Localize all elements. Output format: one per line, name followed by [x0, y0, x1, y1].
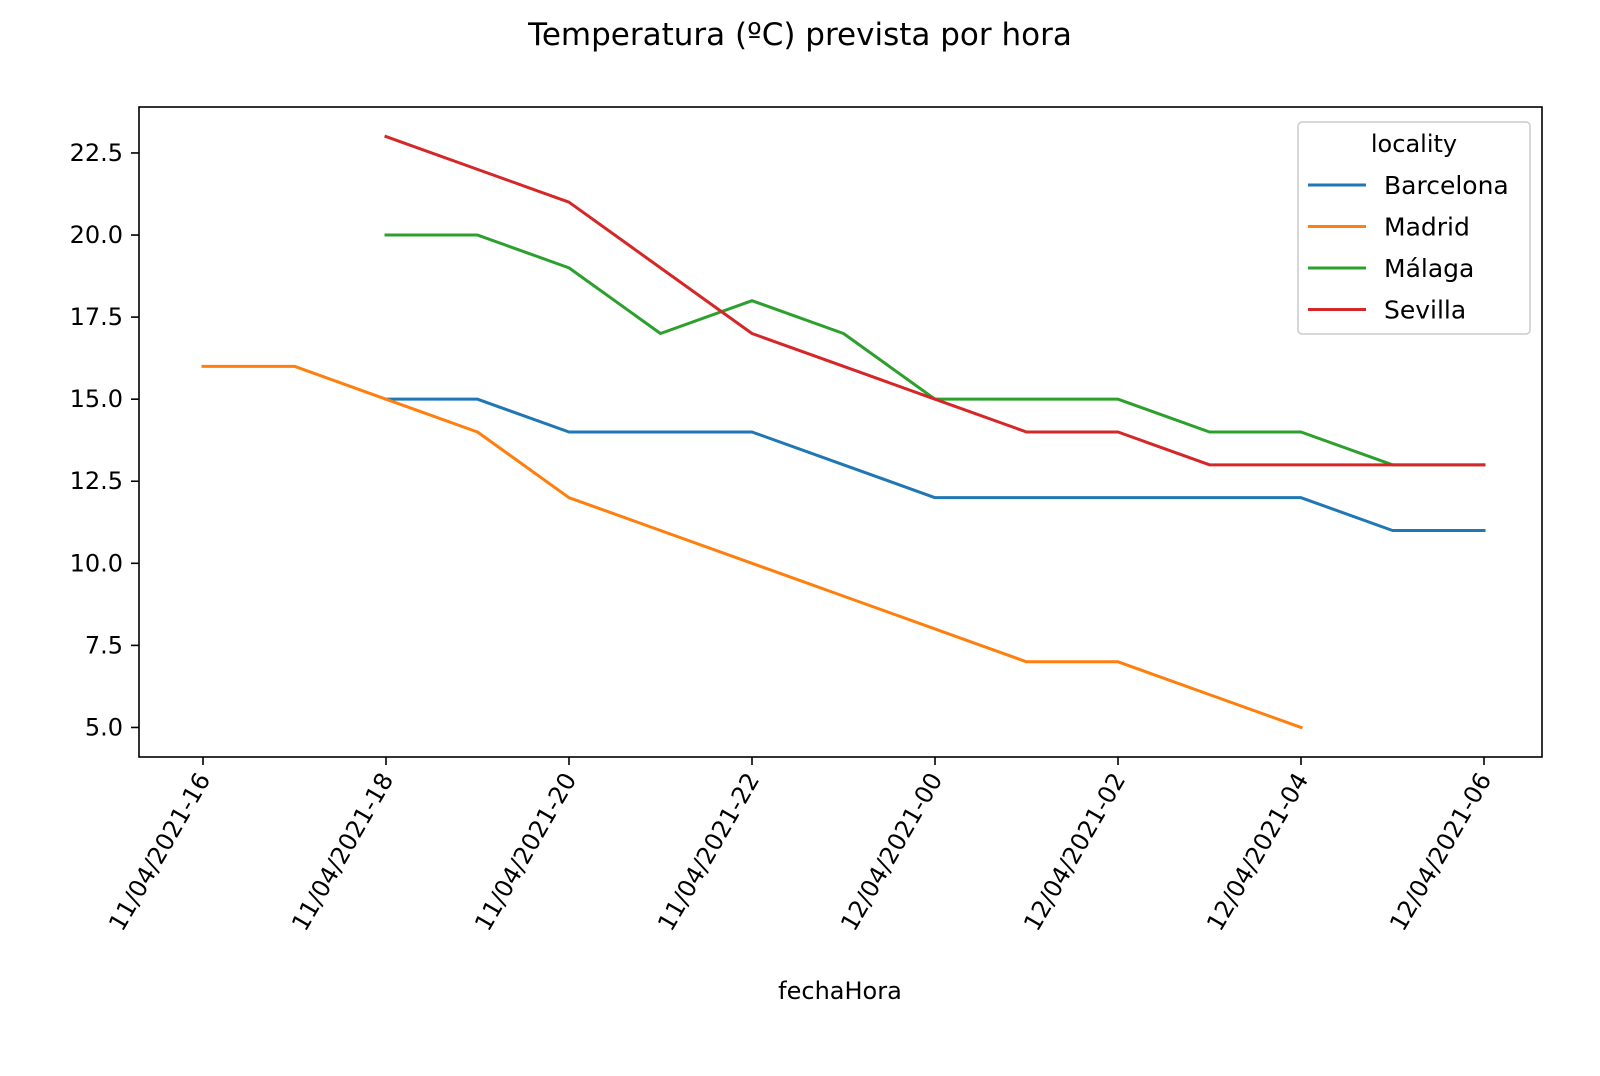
x-axis-label: fechaHora [778, 977, 902, 1005]
y-tick-label: 15.0 [70, 385, 123, 413]
data-point-madrid [1208, 693, 1212, 697]
data-point-barcelona [750, 430, 754, 434]
x-tick-label: 12/04/2021-02 [1018, 768, 1131, 936]
data-point-sevilla [842, 364, 846, 368]
data-point-sevilla [384, 135, 388, 139]
data-point-barcelona [1116, 496, 1120, 500]
data-point-madrid [293, 364, 297, 368]
data-point-malaga [659, 332, 663, 336]
x-tick-label: 11/04/2021-16 [103, 768, 216, 936]
data-point-malaga [384, 233, 388, 237]
y-tick-label: 5.0 [85, 713, 123, 741]
data-point-sevilla [567, 200, 571, 204]
data-point-sevilla [1299, 463, 1303, 467]
data-point-sevilla [1116, 430, 1120, 434]
data-point-madrid [1116, 660, 1120, 664]
data-point-madrid [1299, 725, 1303, 729]
data-point-sevilla [1482, 463, 1486, 467]
legend-label-sevilla: Sevilla [1384, 296, 1466, 325]
y-tick-label: 20.0 [70, 221, 123, 249]
x-tick-label: 11/04/2021-20 [469, 768, 582, 936]
x-tick-label: 12/04/2021-00 [835, 768, 948, 936]
data-point-malaga [1299, 430, 1303, 434]
data-point-sevilla [1391, 463, 1395, 467]
legend: locality Barcelona Madrid Málaga Sevilla [1297, 121, 1531, 335]
data-point-malaga [842, 332, 846, 336]
x-tick-label: 11/04/2021-22 [652, 768, 765, 936]
chart-title: Temperatura (ºC) prevista por hora [527, 17, 1072, 53]
data-point-madrid [933, 627, 937, 631]
data-point-barcelona [933, 496, 937, 500]
data-point-barcelona [659, 430, 663, 434]
y-tick-label: 12.5 [70, 467, 123, 495]
x-tick-label: 12/04/2021-04 [1201, 768, 1314, 936]
data-point-sevilla [659, 266, 663, 270]
data-point-sevilla [750, 332, 754, 336]
data-point-sevilla [476, 167, 480, 171]
data-point-barcelona [1299, 496, 1303, 500]
legend-box [1297, 121, 1531, 335]
data-point-madrid [659, 528, 663, 532]
legend-label-malaga: Málaga [1384, 254, 1474, 283]
data-point-malaga [476, 233, 480, 237]
data-point-malaga [1025, 397, 1029, 401]
data-point-malaga [1208, 430, 1212, 434]
x-axis: 11/04/2021-16 11/04/2021-18 11/04/2021-20 1… [103, 757, 1497, 936]
data-point-madrid [1025, 660, 1029, 664]
data-point-barcelona [567, 430, 571, 434]
legend-label-barcelona: Barcelona [1384, 171, 1509, 200]
data-point-barcelona [476, 397, 480, 401]
legend-entries: Barcelona Madrid Málaga Sevilla [1308, 171, 1509, 325]
series-line-madrid [201, 364, 1303, 730]
data-point-barcelona [1391, 528, 1395, 532]
y-tick-label: 10.0 [70, 549, 123, 577]
series-line-sevilla [384, 134, 1486, 467]
y-tick-label: 22.5 [70, 139, 123, 167]
plot-frame [138, 106, 1543, 758]
series-line-barcelona [384, 397, 1486, 532]
plot-lines [201, 134, 1486, 730]
y-tick-label: 17.5 [70, 303, 123, 331]
x-tick-label: 12/04/2021-06 [1384, 768, 1497, 936]
legend-label-madrid: Madrid [1384, 213, 1470, 242]
data-point-barcelona [1025, 496, 1029, 500]
legend-title: locality [1371, 130, 1457, 158]
data-point-barcelona [1208, 496, 1212, 500]
data-point-sevilla [933, 397, 937, 401]
y-tick-label: 7.5 [85, 631, 123, 659]
data-point-malaga [750, 299, 754, 303]
x-tick-label: 11/04/2021-18 [286, 768, 399, 936]
data-point-madrid [842, 594, 846, 598]
data-point-barcelona [1482, 528, 1486, 532]
data-point-sevilla [1025, 430, 1029, 434]
data-point-sevilla [1208, 463, 1212, 467]
data-point-malaga [567, 266, 571, 270]
data-point-madrid [476, 430, 480, 434]
data-point-madrid [201, 364, 205, 368]
data-point-madrid [384, 397, 388, 401]
y-axis: 5.0 7.5 10.0 12.5 15.0 17.5 20.0 22.5 [70, 139, 139, 741]
data-point-malaga [1116, 397, 1120, 401]
data-point-barcelona [842, 463, 846, 467]
data-point-madrid [750, 561, 754, 565]
data-point-madrid [567, 496, 571, 500]
